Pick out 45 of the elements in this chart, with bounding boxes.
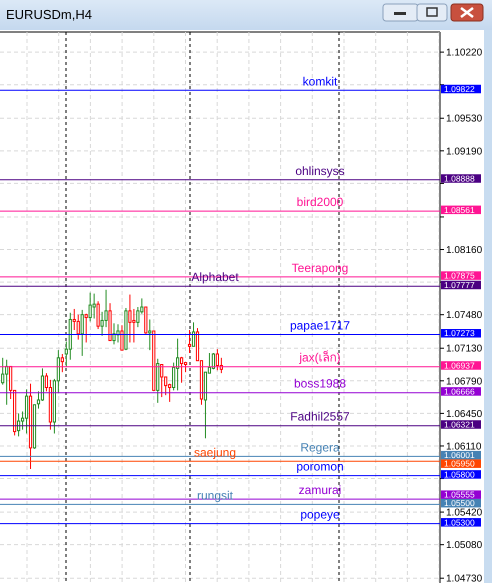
- text: 1.05950: [444, 458, 475, 469]
- text: 1.06321: [444, 419, 475, 430]
- y-tick-label: 1.06110: [446, 441, 482, 452]
- ref-line-label: Regera: [300, 440, 340, 454]
- candlestick: [5, 359, 8, 406]
- ref-line-label: jax(เล็ก): [298, 350, 341, 365]
- y-tick-label: 1.09530: [446, 114, 483, 125]
- y-tick-label: 1.05420: [446, 508, 483, 519]
- text: 1.09822: [444, 84, 475, 94]
- y-tick-label: 1.06450: [446, 408, 483, 420]
- text: 1.05500: [444, 498, 475, 508]
- y-tick-label: 1.10220: [446, 48, 483, 59]
- text: 1.08888: [444, 173, 475, 184]
- text: 1.05555: [444, 490, 475, 500]
- y-tick-label: 1.07480: [446, 310, 483, 322]
- ref-line-label: popeye: [300, 508, 340, 522]
- text: 1.07875: [444, 270, 475, 281]
- ref-line-label: komkit: [302, 74, 338, 88]
- ref-line-label: ohlinsyss: [295, 164, 345, 178]
- ref-line-label: Teerapong: [292, 260, 348, 275]
- text: 1.06937: [444, 360, 475, 370]
- ref-line-label: Fadhil2557: [290, 410, 350, 424]
- text: 1.06001: [444, 450, 475, 460]
- text: 1.07273: [444, 328, 475, 338]
- y-tick-label: 1.05080: [446, 540, 483, 552]
- ref-line-label: bird2000: [296, 195, 344, 210]
- y-tick-label: 1.07130: [446, 344, 483, 355]
- ref-line-label: poromon: [296, 460, 344, 474]
- text: 1.05300: [444, 517, 475, 528]
- ref-line-label: zamurai: [298, 483, 342, 498]
- text: 1.05800: [444, 469, 475, 480]
- candlestick: [28, 383, 32, 470]
- chart-title: EURUSDm,H4: [6, 7, 92, 22]
- y-tick-label: 1.04730: [446, 574, 483, 583]
- text: 1.07777: [444, 280, 475, 290]
- candlestick: [132, 308, 136, 343]
- ref-line-label: saejung: [194, 445, 236, 460]
- y-tick-label: 1.08160: [446, 245, 483, 256]
- ref-line-label: papae1717: [290, 318, 350, 333]
- y-tick-label: 1.06790: [446, 376, 483, 388]
- text: 1.08561: [444, 204, 475, 215]
- y-tick-label: 1.09190: [446, 146, 483, 158]
- text: 1.06666: [444, 386, 475, 396]
- ref-line-label: boss1988: [294, 376, 346, 391]
- candlestick: [88, 292, 92, 322]
